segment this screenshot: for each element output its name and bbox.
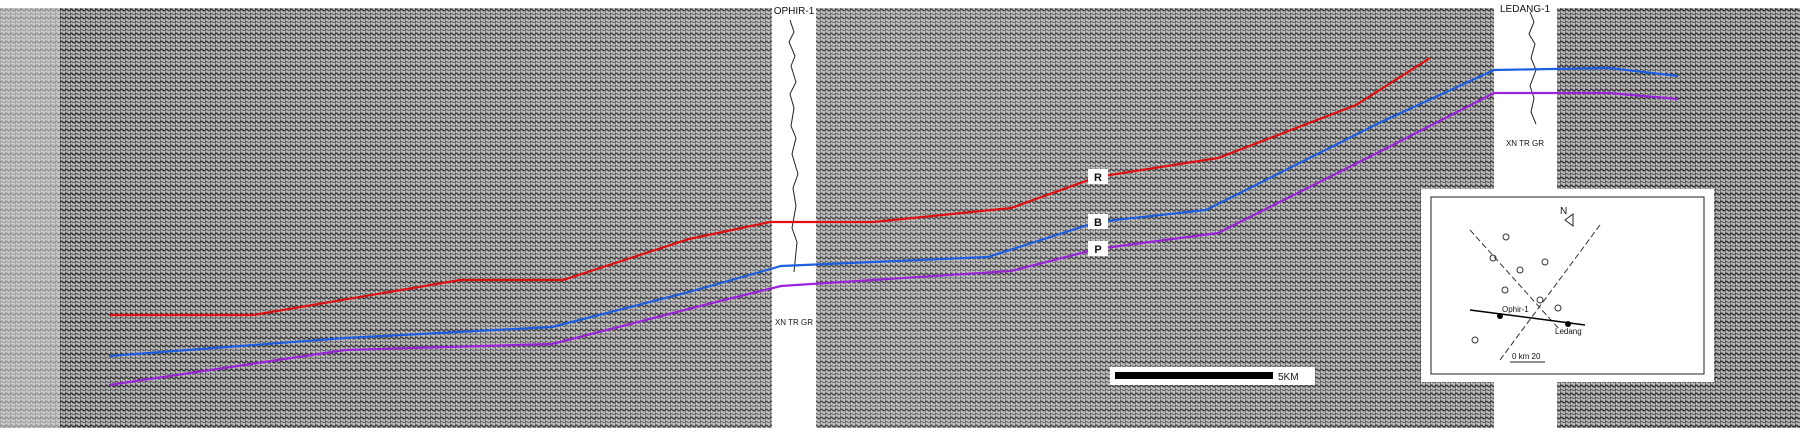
horizon-label-box bbox=[1088, 214, 1108, 229]
well-logs: XN TR GR bbox=[775, 318, 813, 327]
horizon-label: P bbox=[1094, 244, 1101, 256]
north-arrow bbox=[1564, 213, 1574, 227]
time-axis-strip bbox=[0, 8, 60, 428]
scale-bar-label: 5KM bbox=[1278, 372, 1299, 383]
well-name: OPHIR-1 bbox=[774, 6, 815, 17]
horizon-label: B bbox=[1094, 217, 1102, 229]
map-well-label: Ledang bbox=[1555, 327, 1582, 336]
horizon-label: R bbox=[1094, 172, 1102, 184]
map-point bbox=[1554, 304, 1562, 312]
map-point bbox=[1516, 266, 1524, 274]
map-line bbox=[1499, 224, 1601, 361]
map-point bbox=[1541, 258, 1549, 266]
map-border bbox=[1430, 196, 1705, 375]
location-map: N Ophir-1 Ledang 0 km 20 bbox=[1421, 189, 1714, 382]
map-well-label: Ophir-1 bbox=[1502, 305, 1529, 314]
well-logs: XN TR GR bbox=[1506, 139, 1544, 148]
well-log bbox=[788, 19, 799, 273]
horizon-label-box bbox=[1088, 241, 1108, 256]
map-point bbox=[1471, 336, 1479, 344]
scale-bar bbox=[1115, 372, 1273, 379]
horizon-line bbox=[109, 57, 1431, 317]
well-log bbox=[1528, 11, 1537, 125]
map-point bbox=[1489, 254, 1497, 262]
horizon-label-box bbox=[1088, 169, 1108, 184]
map-point bbox=[1501, 286, 1509, 294]
map-frame bbox=[1421, 189, 1714, 382]
well-point bbox=[1565, 321, 1571, 327]
well-point bbox=[1497, 313, 1503, 319]
map-point bbox=[1502, 233, 1510, 241]
map-line bbox=[1469, 229, 1561, 331]
well-name: LEDANG-1 bbox=[1500, 4, 1550, 15]
map-point bbox=[1536, 296, 1544, 304]
map-scale-label: 0 km 20 bbox=[1512, 352, 1541, 361]
north-label: N bbox=[1560, 206, 1567, 217]
horizon-line bbox=[108, 91, 1679, 387]
horizon-line bbox=[108, 66, 1679, 358]
